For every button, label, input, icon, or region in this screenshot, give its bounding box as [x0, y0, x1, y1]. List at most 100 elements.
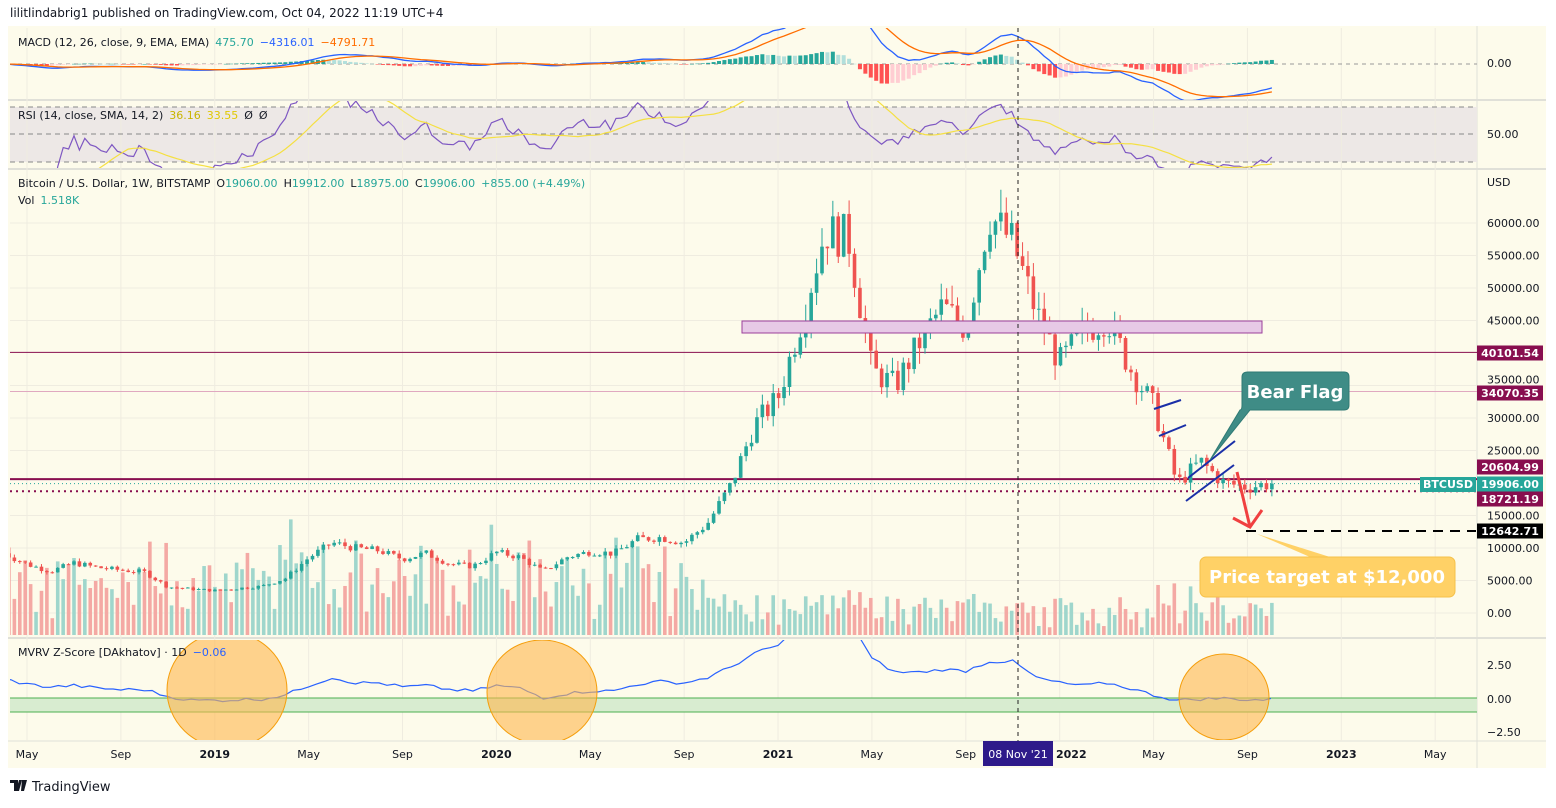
volume-bar — [836, 608, 840, 635]
bear-flag-label: Bear Flag — [1247, 382, 1344, 403]
macd-histogram-bar — [359, 63, 363, 64]
candle-body — [1173, 449, 1177, 475]
volume-bar — [663, 547, 667, 635]
volume-bar — [522, 553, 526, 635]
volume-bar — [1021, 603, 1025, 635]
macd-histogram-bar — [1010, 57, 1014, 64]
y-tick-label: 55000.00 — [1487, 250, 1540, 263]
candle-body — [370, 546, 374, 549]
macd-hist-value: 475.70 — [215, 36, 254, 49]
high-label: H — [284, 177, 292, 190]
volume-bar — [706, 598, 710, 635]
volume-bar — [1200, 612, 1204, 635]
volume-bar — [419, 546, 423, 635]
candle-body — [208, 589, 212, 591]
macd-histogram-bar — [386, 64, 390, 65]
volume-bar — [414, 574, 418, 635]
volume-bar — [1254, 605, 1258, 635]
highlight-circle[interactable] — [1179, 654, 1269, 740]
candle-body — [181, 588, 185, 589]
volume-bar — [728, 612, 732, 635]
volume-bar — [1156, 585, 1160, 635]
macd-histogram-bar — [273, 63, 277, 64]
macd-histogram-bar — [1134, 64, 1138, 69]
volume-bar — [18, 572, 22, 635]
volume-bar — [229, 602, 233, 635]
macd-histogram-bar — [777, 56, 781, 64]
volume-bar — [441, 570, 445, 635]
candle-body — [668, 542, 672, 543]
mvrv-legend[interactable]: MVRV Z-Score [DAkhatov] · 1D−0.06 — [18, 646, 226, 659]
volume-bar — [83, 579, 87, 635]
volume-bar — [67, 565, 71, 635]
resistance-zone[interactable] — [742, 321, 1262, 333]
candle-body — [847, 214, 851, 254]
candle-body — [723, 493, 727, 501]
volume-bar — [376, 568, 380, 635]
macd-histogram-bar — [712, 62, 716, 64]
volume-bar — [425, 604, 429, 635]
macd-histogram-bar — [1026, 64, 1030, 65]
macd-histogram-bar — [419, 64, 423, 66]
macd-histogram-bar — [115, 64, 119, 65]
candle-body — [630, 541, 634, 547]
candle-body — [555, 564, 559, 568]
candle-body — [1124, 338, 1128, 370]
volume-bar — [365, 612, 369, 635]
volume-bar — [235, 563, 239, 635]
candle-body — [1135, 372, 1139, 392]
volume-bar — [967, 599, 971, 635]
macd-histogram-bar — [820, 52, 824, 64]
macd-legend[interactable]: MACD (12, 26, close, 9, EMA, EMA)475.70−… — [18, 36, 375, 49]
volume-bar — [1189, 586, 1193, 635]
candle-body — [1221, 479, 1225, 483]
candle-body — [934, 315, 938, 319]
y-tick-label: 50000.00 — [1487, 282, 1540, 295]
volume-bar — [1097, 623, 1101, 635]
rsi-extra-2: Ø — [259, 109, 268, 122]
volume-bar — [305, 564, 309, 635]
macd-histogram-bar — [728, 59, 732, 64]
volume-bar — [587, 583, 591, 635]
candle-body — [918, 338, 922, 349]
macd-histogram-bar — [809, 54, 813, 64]
candle-body — [490, 553, 494, 560]
crosshair-date: 08 Nov '21 — [988, 748, 1047, 761]
volume-bar — [506, 590, 510, 635]
volume-bar — [1053, 599, 1057, 635]
candle-body — [462, 563, 466, 564]
candle-body — [273, 584, 277, 585]
macd-histogram-bar — [186, 64, 190, 65]
candle-body — [132, 572, 136, 573]
candle-body — [468, 563, 472, 568]
volume-bar — [999, 622, 1003, 635]
candle-body — [349, 546, 353, 550]
volume-bar — [831, 596, 835, 635]
candle-body — [256, 586, 260, 589]
x-tick-label: Sep — [111, 748, 132, 761]
macd-histogram-bar — [956, 63, 960, 64]
highlight-circle[interactable] — [487, 640, 597, 744]
volume-bar — [72, 558, 76, 635]
macd-histogram-bar — [695, 64, 699, 65]
macd-histogram-bar — [793, 56, 797, 64]
volume-bar — [647, 564, 651, 635]
macd-histogram-bar — [842, 55, 846, 64]
candle-body — [977, 270, 981, 302]
volume-bar — [815, 602, 819, 635]
volume-bar — [170, 605, 174, 635]
rsi-title: RSI (14, close, SMA, 14, 2) — [18, 109, 163, 122]
volume-bar — [457, 602, 461, 635]
candle-body — [647, 537, 651, 540]
y-tick-label: 15000.00 — [1487, 510, 1540, 523]
candle-body — [799, 337, 803, 354]
volume-bar — [408, 596, 412, 635]
macd-histogram-bar — [267, 63, 271, 64]
candle-body — [300, 564, 304, 571]
volume-bar — [484, 579, 488, 635]
volume-bar — [430, 551, 434, 635]
volume-bar — [538, 559, 542, 635]
volume-bar — [311, 588, 315, 635]
